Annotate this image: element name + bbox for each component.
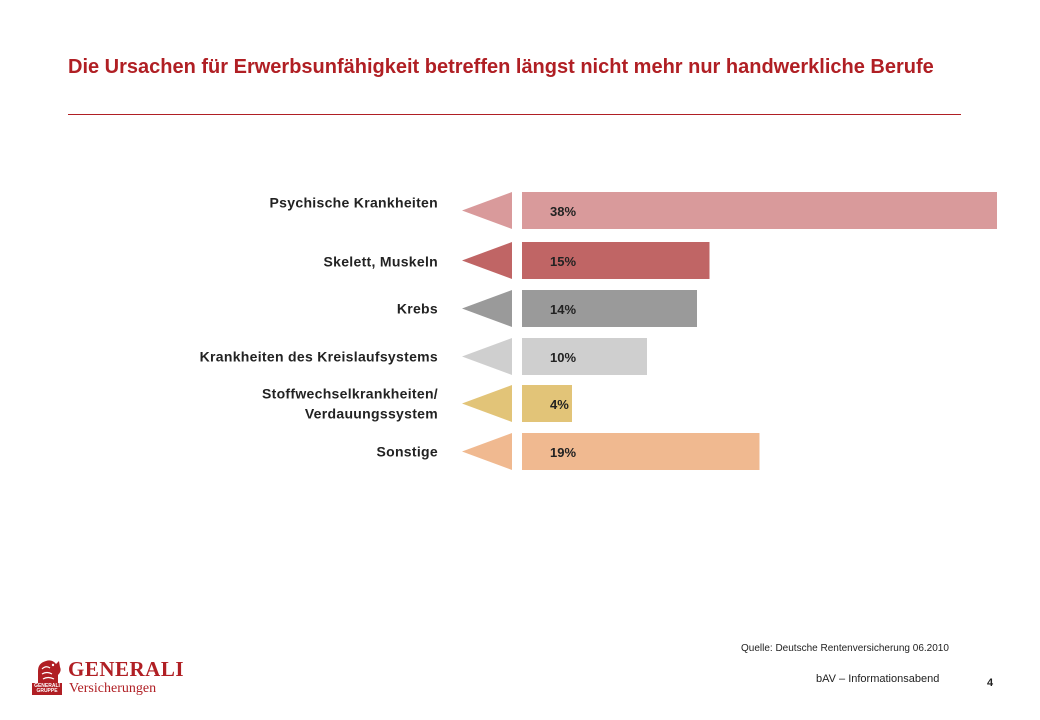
bar <box>522 290 697 327</box>
bar <box>522 242 710 279</box>
lion-icon <box>38 660 61 683</box>
bar <box>522 338 647 375</box>
category-label-line: Verdauungssystem <box>305 406 438 422</box>
category-label: Sonstige <box>376 444 438 460</box>
category-label: Skelett, Muskeln <box>323 254 438 270</box>
category-label: Stoffwechselkrankheiten/Verdauungssystem <box>262 386 438 422</box>
value-label: 19% <box>550 445 576 460</box>
category-arrow <box>462 385 512 422</box>
category-label-line: Sonstige <box>376 444 438 460</box>
page-title: Die Ursachen für Erwerbsunfähigkeit betr… <box>68 56 934 78</box>
category-arrow <box>462 290 512 327</box>
category-arrow <box>462 433 512 470</box>
category-label-line: Stoffwechselkrankheiten/ <box>262 386 438 402</box>
category-label-line: Skelett, Muskeln <box>323 254 438 270</box>
logo-subtitle: Versicherungen <box>69 681 157 696</box>
logo-badge: GENERALI GRUPPE <box>32 683 62 695</box>
category-arrow <box>462 338 512 375</box>
value-label: 10% <box>550 350 576 365</box>
title-divider <box>68 114 961 115</box>
bar <box>522 433 760 470</box>
value-label: 14% <box>550 302 576 317</box>
value-label: 4% <box>550 397 569 412</box>
category-label-line: Krankheiten des Kreislaufsystems <box>200 349 438 365</box>
bar <box>522 385 572 422</box>
source-note: Quelle: Deutsche Rentenversicherung 06.2… <box>741 643 949 654</box>
category-label-line: Krebs <box>397 301 438 317</box>
value-label: 38% <box>550 204 576 219</box>
value-label: 15% <box>550 254 576 269</box>
category-label: Krankheiten des Kreislaufsystems <box>200 349 438 365</box>
category-arrow <box>462 192 512 229</box>
category-label-line: Psychische Krankheiten <box>270 195 438 211</box>
category-label: Krebs <box>397 301 438 317</box>
logo-brand: GENERALI <box>68 657 185 681</box>
page-number: 4 <box>987 677 994 689</box>
generali-logo: GENERALI GRUPPE GENERALI Versicherungen <box>32 653 184 703</box>
category-label: Psychische Krankheiten <box>270 195 438 211</box>
footer-text: bAV – Informationsabend <box>816 673 940 685</box>
bar <box>522 192 997 229</box>
category-arrow <box>462 242 512 279</box>
